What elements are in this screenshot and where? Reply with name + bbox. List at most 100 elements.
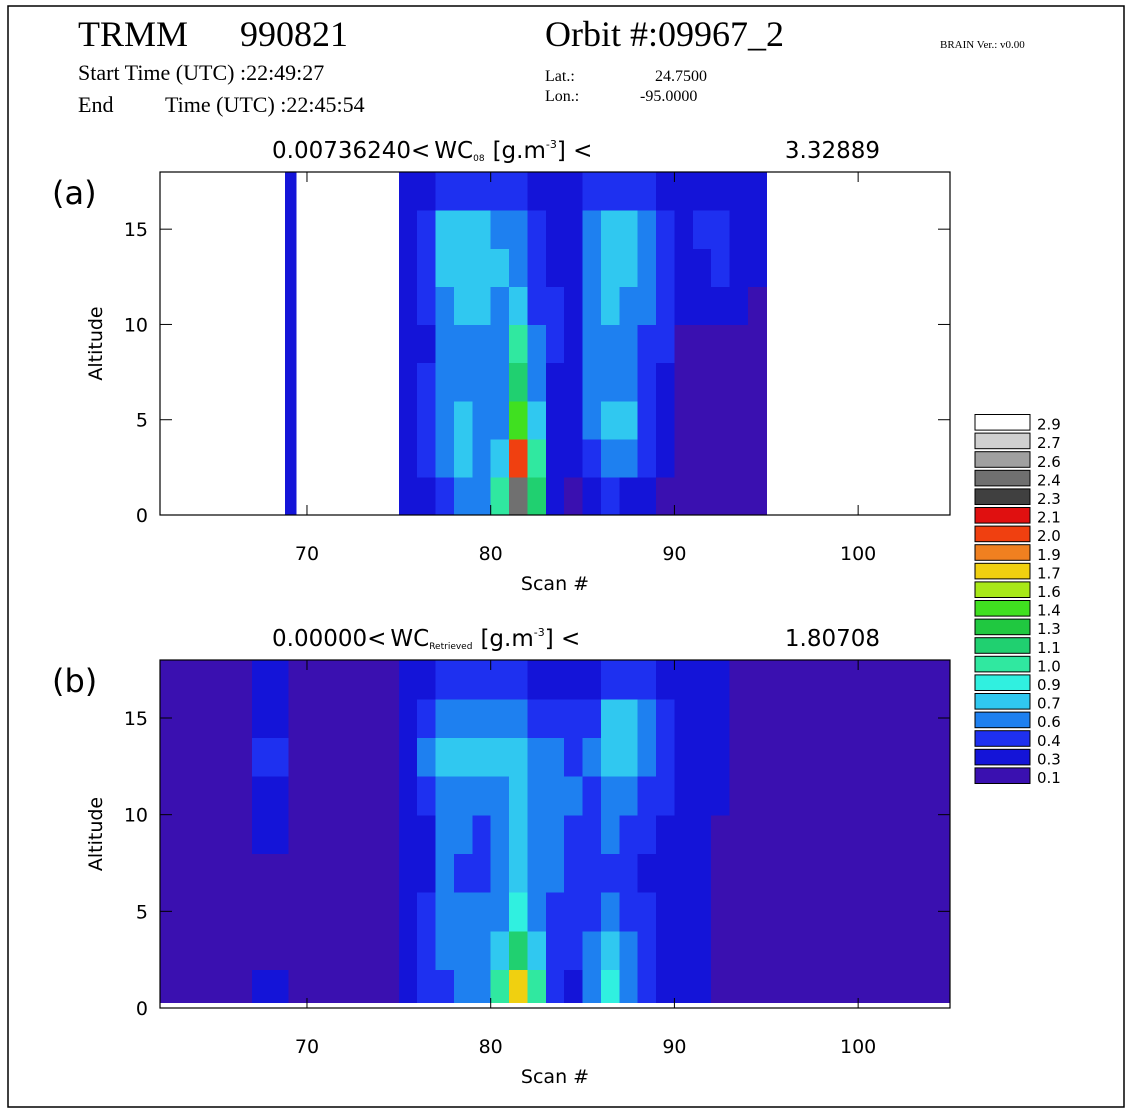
- contour-cell: [417, 660, 437, 700]
- contour-cell: [398, 362, 418, 402]
- contour-cell: [692, 172, 712, 211]
- contour-cell: [711, 892, 731, 932]
- contour-cell: [747, 660, 767, 700]
- x-tick-label: 70: [295, 543, 319, 565]
- contour-cell: [509, 930, 529, 970]
- contour-cell: [711, 853, 731, 893]
- contour-cell: [766, 892, 951, 932]
- contour-cell: [472, 286, 492, 326]
- colorbar-swatch: [974, 507, 1031, 524]
- x-tick-label: 70: [295, 1036, 319, 1058]
- contour-cell: [656, 853, 676, 893]
- contour-cell: [435, 172, 455, 211]
- x-tick-label: 90: [662, 543, 686, 565]
- contour-cell: [619, 172, 639, 211]
- contour-cell: [527, 930, 547, 970]
- title-sup: -3: [546, 138, 557, 151]
- contour-cell: [582, 892, 602, 932]
- contour-cell: [692, 892, 712, 932]
- contour-cell: [490, 438, 510, 478]
- contour-cell: [160, 853, 216, 893]
- contour-cell: [284, 210, 297, 249]
- contour-cell: [453, 660, 473, 700]
- contour-cell: [729, 853, 749, 893]
- contour-cell: [656, 172, 676, 211]
- contour-cell: [215, 930, 253, 970]
- contour-cell: [564, 172, 584, 211]
- contour-cell: [637, 660, 657, 700]
- contour-cell: [545, 362, 565, 402]
- contour-cell: [472, 172, 492, 211]
- title-unit: [g.m: [493, 138, 546, 164]
- contour-cell: [215, 853, 253, 893]
- y-tick-label: 0: [136, 998, 148, 1020]
- contour-cell: [711, 698, 731, 738]
- contour-cell: [398, 438, 418, 478]
- colorbar-swatch: [974, 544, 1031, 561]
- contour-cell: [284, 362, 297, 402]
- contour-cell: [490, 324, 510, 364]
- contour-cell: [711, 324, 731, 364]
- contour-cell: [509, 286, 529, 326]
- contour-cell: [564, 438, 584, 478]
- contour-cell: [600, 172, 620, 211]
- contour-cell: [215, 776, 253, 816]
- contour-cell: [637, 324, 657, 364]
- contour-cell: [729, 210, 749, 249]
- colorbar-swatch: [974, 525, 1031, 543]
- contour-cell: [711, 210, 731, 249]
- contour-cell: [398, 286, 418, 326]
- contour-cell: [637, 476, 657, 516]
- contour-cell: [692, 324, 712, 364]
- contour-cell: [600, 660, 620, 700]
- contour-cell: [674, 853, 694, 893]
- contour-cell: [564, 698, 584, 738]
- colorbar-swatch: [974, 451, 1031, 468]
- contour-cell: [453, 476, 473, 516]
- contour-cell: [619, 853, 639, 893]
- contour-cell: [545, 814, 565, 854]
- contour-cell: [453, 248, 473, 287]
- contour-cell: [619, 660, 639, 700]
- contour-cell: [215, 969, 253, 1003]
- contour-cell: [160, 969, 216, 1003]
- contour-cell: [711, 438, 731, 478]
- contour-cell: [582, 172, 602, 211]
- contour-cell: [545, 172, 565, 211]
- contour-cell: [674, 400, 694, 440]
- panel-label: (a): [52, 174, 97, 212]
- contour-cell: [656, 324, 676, 364]
- contour-cell: [766, 737, 951, 777]
- contour-cell: [564, 362, 584, 402]
- contour-cell: [417, 248, 437, 287]
- contour-cell: [656, 286, 676, 326]
- contour-cell: [600, 248, 620, 287]
- title-unit: [g.m: [480, 626, 533, 652]
- contour-cell: [582, 286, 602, 326]
- contour-cell: [527, 737, 547, 777]
- y-tick-label: 5: [136, 901, 148, 923]
- contour-cell: [251, 892, 290, 932]
- contour-cell: [545, 737, 565, 777]
- contour-cell: [251, 698, 290, 738]
- contour-cell: [417, 400, 437, 440]
- contour-cell: [284, 248, 297, 287]
- contour-cell: [472, 210, 492, 249]
- contour-cell: [637, 892, 657, 932]
- contour-cell: [509, 892, 529, 932]
- contour-cell: [600, 324, 620, 364]
- x-axis-label: Scan #: [521, 573, 589, 595]
- contour-cell: [692, 660, 712, 700]
- contour-cell: [472, 814, 492, 854]
- contour-cell: [729, 737, 749, 777]
- contour-cell: [472, 362, 492, 402]
- contour-cell: [453, 776, 473, 816]
- contour-cell: [619, 698, 639, 738]
- colorbar-label: 1.4: [1037, 602, 1061, 620]
- contour-cell: [564, 400, 584, 440]
- contour-cell: [417, 476, 437, 516]
- contour-cell: [711, 362, 731, 402]
- contour-cell: [564, 476, 584, 516]
- contour-cell: [637, 438, 657, 478]
- contour-cell: [545, 776, 565, 816]
